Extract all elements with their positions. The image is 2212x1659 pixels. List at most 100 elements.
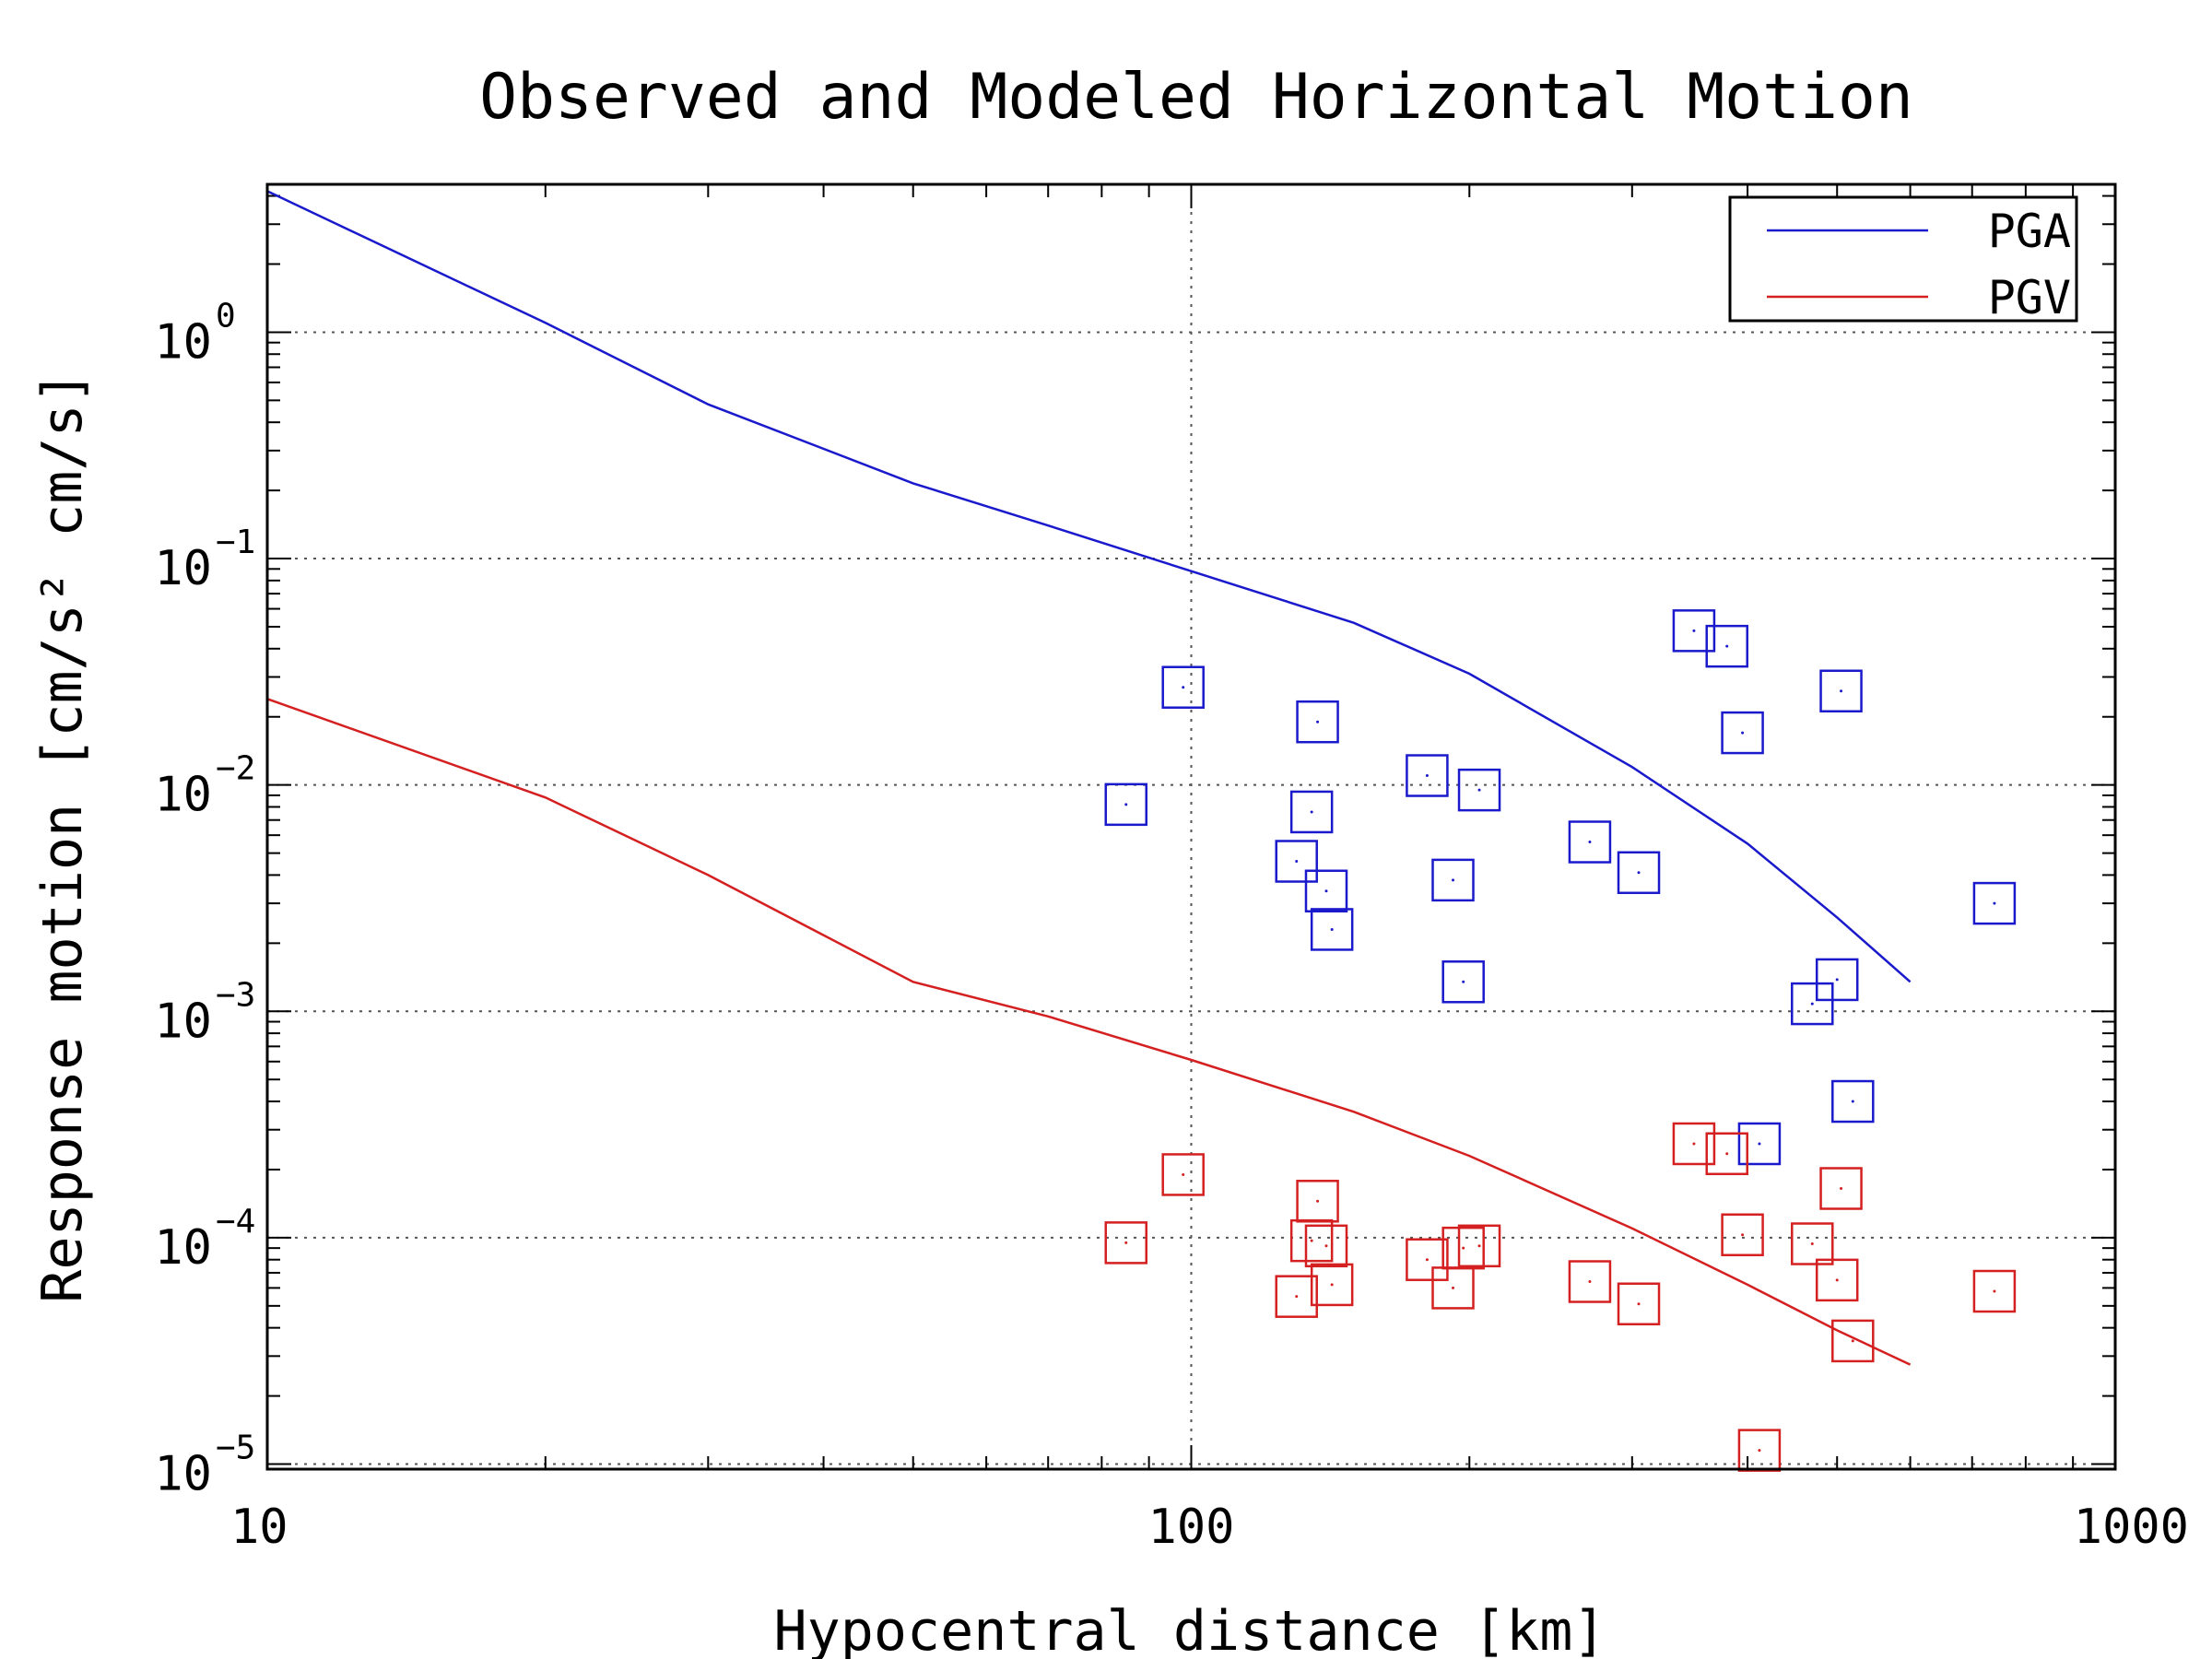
pgv-observed-marker-dot	[1452, 1286, 1455, 1289]
y-tick-exponent: −4	[216, 1203, 255, 1241]
y-tick-label: 10	[154, 541, 212, 596]
y-tick-exponent: −2	[216, 750, 255, 788]
pgv-observed-marker-dot	[1840, 1186, 1843, 1190]
pgv-observed-marker	[1815, 1258, 1859, 1302]
legend-label-pgv: PGV	[1988, 271, 2071, 324]
x-axis-label: Hypocentral distance [km]	[773, 1599, 1606, 1659]
pga-observed-marker	[1406, 754, 1449, 797]
pga-observed-marker	[1441, 960, 1485, 1004]
pga-observed-marker-dot	[1840, 689, 1843, 693]
y-axis-label: Response motion [cm/s² cm/s]	[30, 371, 95, 1302]
pga-observed-marker-dot	[1295, 860, 1299, 864]
legend: PGA PGV	[1728, 195, 2078, 324]
pga-observed-marker	[1791, 982, 1834, 1026]
pga-observed-marker-dot	[1462, 980, 1465, 983]
pgv-observed-marker	[1972, 1269, 2017, 1313]
pga-observed-marker-dot	[1835, 978, 1839, 982]
pgv-observed-marker-dot	[1124, 1241, 1128, 1244]
pgv-observed-marker	[1296, 1180, 1339, 1223]
pgv-observed-marker	[1737, 1429, 1782, 1472]
pgv-observed-marker-dot	[1316, 1199, 1320, 1203]
pga-observed-marker-dot	[1637, 871, 1641, 875]
y-tick-label: 10	[154, 1447, 212, 1502]
pga-observed-marker	[1737, 1122, 1782, 1166]
pgv-model-line	[266, 698, 1912, 1366]
pgv-observed-marker	[1672, 1122, 1716, 1166]
series-group	[266, 190, 2017, 1472]
pga-observed-marker	[1617, 851, 1661, 895]
x-tick-label: 100	[1148, 1500, 1235, 1555]
pgv-observed-marker-dot	[1295, 1295, 1299, 1299]
pga-observed-marker-dot	[1330, 927, 1334, 931]
pgv-observed-marker	[1791, 1222, 1834, 1265]
pga-observed-marker	[1672, 609, 1716, 653]
pga-observed-marker	[1457, 768, 1501, 812]
pga-observed-marker	[1304, 869, 1348, 913]
pgv-observed-marker	[1441, 1226, 1485, 1270]
legend-label-pga: PGA	[1988, 205, 2071, 258]
pgv-observed-marker	[1161, 1153, 1205, 1196]
y-tick-label: 10	[154, 1220, 212, 1276]
pgv-observed-marker	[1705, 1132, 1748, 1176]
pgv-observed-marker-dot	[1993, 1289, 1996, 1293]
x-tick-label: 10	[230, 1500, 288, 1555]
plot-frame	[265, 182, 2117, 1471]
pgv-observed-marker-dot	[1324, 1244, 1328, 1248]
pga-observed-marker-dot	[1316, 720, 1320, 724]
pga-observed-marker-dot	[1741, 731, 1745, 735]
pgv-observed-marker-dot	[1810, 1242, 1814, 1246]
chart-title: Observed and Modeled Horizontal Motion	[479, 61, 1913, 134]
pga-observed-marker-dot	[1425, 774, 1429, 778]
pga-observed-marker	[1275, 840, 1318, 883]
pga-observed-marker	[1972, 881, 2017, 925]
pgv-observed-marker	[1275, 1275, 1318, 1318]
pga-observed-marker-dot	[1310, 810, 1313, 814]
pgv-observed-marker-dot	[1330, 1283, 1334, 1287]
pgv-observed-marker	[1406, 1238, 1449, 1281]
pgv-observed-marker-dot	[1637, 1302, 1641, 1306]
pgv-observed-marker-dot	[1692, 1142, 1696, 1146]
pgv-observed-marker-dot	[1425, 1258, 1429, 1262]
pga-observed-marker	[1831, 1079, 1875, 1124]
y-tick-label: 10	[154, 768, 212, 823]
y-tick-exponent: 0	[216, 297, 236, 335]
pga-observed-marker	[1296, 700, 1339, 744]
pgv-observed-marker	[1617, 1282, 1661, 1325]
pga-observed-marker-dot	[1725, 644, 1729, 648]
pgv-observed-marker-dot	[1758, 1449, 1761, 1453]
ticks	[266, 184, 2115, 1469]
y-tick-exponent: −5	[216, 1430, 255, 1467]
pgv-observed-marker-dot	[1477, 1244, 1481, 1248]
pga-observed-marker-dot	[1477, 788, 1481, 792]
pgv-observed-marker	[1568, 1260, 1612, 1303]
pgv-observed-marker	[1819, 1167, 1863, 1210]
pga-observed-marker-dot	[1851, 1100, 1854, 1103]
pga-observed-marker	[1104, 782, 1147, 827]
pga-observed-marker-dot	[1692, 629, 1696, 632]
pga-observed-marker-dot	[1993, 901, 1996, 905]
pgv-observed-marker-dot	[1835, 1278, 1839, 1282]
pga-observed-marker	[1310, 908, 1354, 951]
pgv-observed-marker-dot	[1182, 1172, 1185, 1176]
pga-observed-marker	[1705, 624, 1748, 668]
pga-observed-marker-dot	[1324, 889, 1328, 893]
x-tick-label: 1000	[2074, 1500, 2189, 1555]
pgv-observed-marker	[1104, 1221, 1147, 1265]
grid	[267, 184, 2115, 1469]
pga-observed-marker-dot	[1758, 1142, 1761, 1146]
pgv-observed-marker-dot	[1741, 1233, 1745, 1237]
pgv-observed-marker	[1831, 1319, 1875, 1363]
pga-observed-marker-dot	[1124, 803, 1128, 806]
pga-observed-marker	[1815, 958, 1859, 1002]
pgv-observed-marker-dot	[1588, 1280, 1592, 1284]
pga-observed-marker	[1819, 669, 1863, 713]
pga-observed-marker	[1289, 790, 1334, 834]
pgv-observed-marker-dot	[1310, 1239, 1313, 1242]
pgv-observed-marker	[1721, 1213, 1764, 1257]
pgv-observed-marker-dot	[1725, 1152, 1729, 1156]
pga-observed-marker-dot	[1182, 686, 1185, 689]
pga-observed-marker	[1568, 820, 1612, 864]
pgv-observed-marker	[1457, 1224, 1501, 1268]
